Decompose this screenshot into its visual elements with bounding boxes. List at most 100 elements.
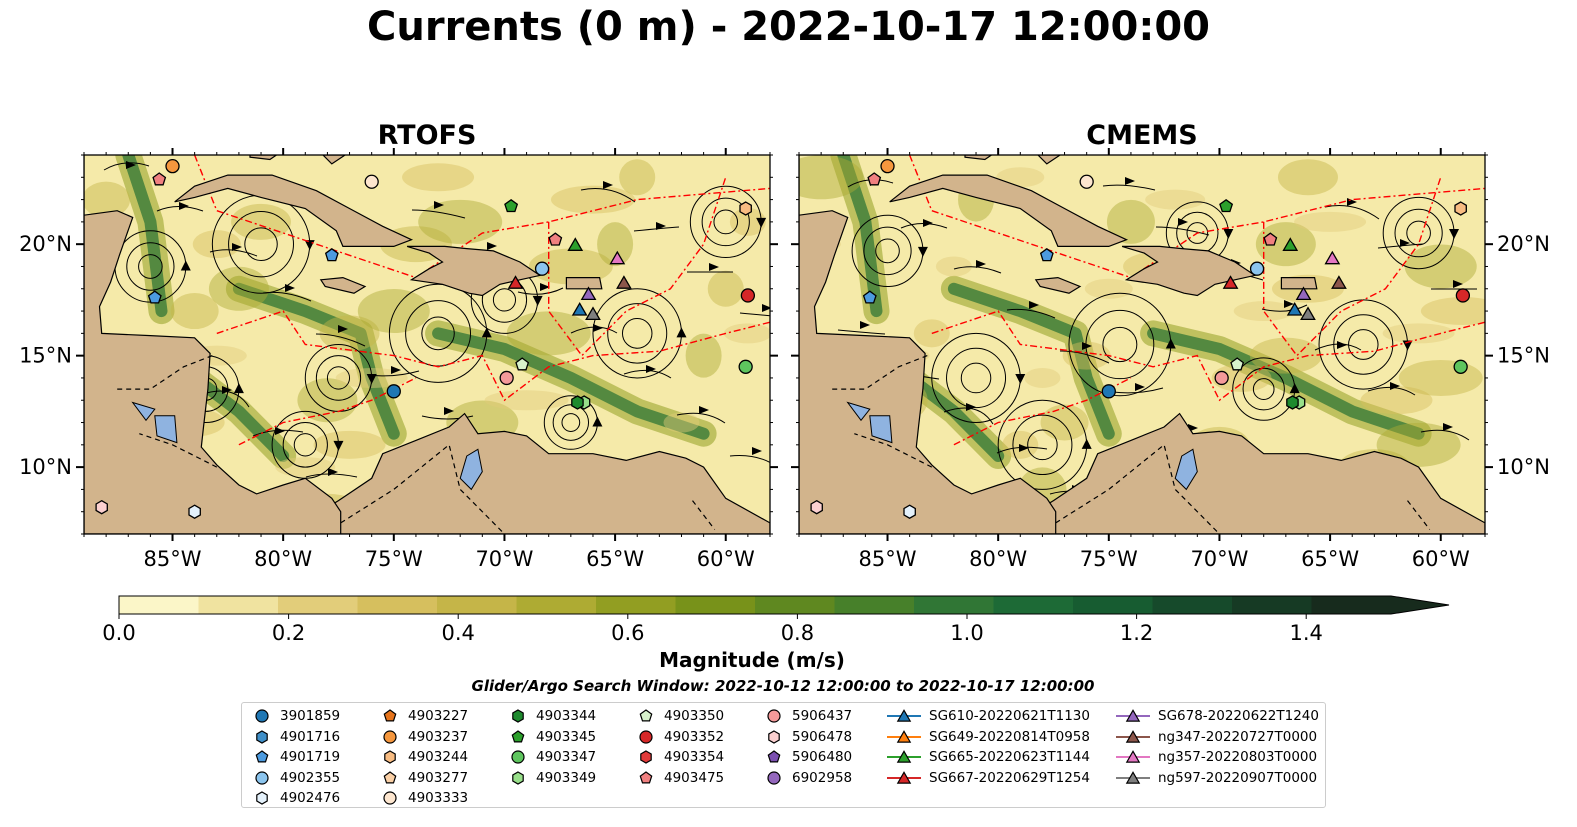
legend-item-label: 4903350 xyxy=(664,708,725,725)
colorbar-segment xyxy=(1073,596,1153,614)
colorbar-segment xyxy=(993,596,1074,614)
legend-column: SG610-20220621T1130 SG649-20220814T0958 SG… xyxy=(887,706,1090,788)
legend-item: 4903354 xyxy=(636,747,724,768)
legend-item: 4903244 xyxy=(380,747,468,768)
hexagon-marker-icon xyxy=(256,791,268,805)
colorbar-tick-label: 0.2 xyxy=(272,621,305,645)
figure-title: Currents (0 m) - 2022-10-17 12:00:00 xyxy=(367,4,1210,50)
colorbar-segment xyxy=(198,596,279,614)
legend-item-label: 4903244 xyxy=(408,749,469,766)
legend-item: 4902476 xyxy=(252,788,340,809)
triangle-marker-icon xyxy=(1116,750,1150,763)
circle-marker-icon xyxy=(767,709,781,723)
legend-item: 4901719 xyxy=(252,747,340,768)
colorbar-segment xyxy=(914,596,994,614)
lon-tick-label: 80°W xyxy=(969,547,1027,571)
legend-item-label: 5906478 xyxy=(792,728,853,745)
colorbar-segment xyxy=(437,596,517,614)
colorbar-segment xyxy=(834,596,915,614)
legend-item-label: 4903349 xyxy=(536,769,597,786)
legend-item: 5906480 xyxy=(764,747,852,768)
legend-item: 4902355 xyxy=(252,768,340,789)
map-marker-SG678-20220622T1240 xyxy=(1295,286,1312,301)
colorbar-segment xyxy=(278,596,358,614)
pentagon-marker-icon xyxy=(767,750,781,763)
legend-item: ng347-20220727T0000 xyxy=(1116,727,1319,748)
lon-tick-label: 80°W xyxy=(254,547,312,571)
map-marker-4903344 xyxy=(1286,395,1299,410)
colorbar-segment xyxy=(1311,596,1392,614)
triangle-marker-icon xyxy=(887,729,921,743)
colorbar-extend-arrow xyxy=(1391,596,1449,614)
legend-item-label: 4901716 xyxy=(280,728,341,745)
lake xyxy=(459,448,483,491)
map-marker-SG667-20220629T1254 xyxy=(507,275,524,289)
map-marker-SG665-20220623T1144 xyxy=(1282,237,1299,251)
hexagon-marker-icon xyxy=(256,730,268,744)
colorbar-segment xyxy=(357,596,438,614)
lake xyxy=(1174,448,1198,491)
lon-tick-label: 65°W xyxy=(1301,547,1359,571)
legend-item: 5906437 xyxy=(764,706,852,727)
circle-marker-icon xyxy=(511,750,525,764)
pentagon-marker-icon xyxy=(383,709,397,722)
map-marker-4901719 xyxy=(1039,247,1054,262)
legend-item: SG678-20220622T1240 xyxy=(1116,706,1319,727)
map-marker-4903237 xyxy=(880,158,895,174)
legend-item-label: 4903227 xyxy=(408,708,469,725)
legend-item: ng597-20220907T0000 xyxy=(1116,768,1319,789)
lat-tick-label: 20°N xyxy=(19,232,72,256)
landmass xyxy=(565,277,603,290)
colorbar-tick-label: 0.6 xyxy=(611,621,644,645)
map-marker-4901719 xyxy=(862,290,877,304)
map-marker-4903475 xyxy=(867,172,882,186)
legend: 3901859 4901716 4901719 4902355 4902476 49032… xyxy=(241,702,1326,808)
legend-item: 4903237 xyxy=(380,727,468,748)
legend-item-label: 4903333 xyxy=(408,790,469,807)
legend-item-label: 5906437 xyxy=(792,708,853,725)
pentagon-marker-icon xyxy=(511,730,525,743)
legend-item-label: ng347-20220727T0000 xyxy=(1158,728,1318,745)
triangle-marker-icon xyxy=(1116,770,1150,784)
circle-marker-icon xyxy=(255,709,269,723)
map-marker-ng357-20220803T0000 xyxy=(1324,250,1341,265)
legend-item: 4903277 xyxy=(380,768,468,789)
legend-item-label: 3901859 xyxy=(280,708,341,725)
panel-title-cmems: CMEMS xyxy=(1086,120,1198,151)
legend-item: 4903333 xyxy=(380,788,468,809)
triangle-marker-icon xyxy=(1116,709,1150,722)
circle-marker-icon xyxy=(383,791,397,805)
colorbar-segment xyxy=(675,596,756,614)
lon-tick-label: 75°W xyxy=(365,547,423,571)
landmass xyxy=(319,276,367,294)
triangle-marker-icon xyxy=(887,770,921,784)
legend-item-label: 6902958 xyxy=(792,769,853,786)
lon-tick-label: 75°W xyxy=(1080,547,1138,571)
colorbar: 0.0 0.2 0.4 0.6 0.8 1.0 1.2 1.4 xyxy=(102,595,1450,645)
map-marker-3901859 xyxy=(1101,384,1116,399)
map-marker-ng347-20220727T0000 xyxy=(616,275,632,289)
legend-item: 4903349 xyxy=(508,768,596,789)
search-window-label: Glider/Argo Search Window: 2022-10-12 12… xyxy=(471,677,1095,695)
panel-title-rtofs: RTOFS xyxy=(377,120,477,151)
map-marker-4903350 xyxy=(515,357,530,371)
legend-item-label: 4903237 xyxy=(408,728,469,745)
map-marker-5906478 xyxy=(95,499,108,515)
triangle-marker-icon xyxy=(1116,729,1150,743)
legend-column: 4903227 4903237 4903244 4903277 4903333 xyxy=(380,706,468,809)
legend-item-label: 4903475 xyxy=(664,769,725,786)
lon-tick-label: 60°W xyxy=(1412,547,1470,571)
legend-item: 4903475 xyxy=(636,768,724,789)
lon-tick-label: 85°W xyxy=(859,547,917,571)
map-marker-4902355 xyxy=(534,261,550,276)
map-marker-4903244 xyxy=(1454,201,1467,216)
pentagon-marker-icon xyxy=(383,771,397,784)
map-marker-4903333 xyxy=(364,174,379,189)
legend-item: SG665-20220623T1144 xyxy=(887,747,1090,768)
circle-marker-icon xyxy=(383,730,397,744)
map-marker-4902355 xyxy=(1249,261,1265,276)
legend-column: 4903344 4903345 4903347 4903349 xyxy=(508,706,596,788)
lon-tick-label: 70°W xyxy=(475,547,533,571)
landmass xyxy=(889,174,1129,247)
lon-tick-label: 85°W xyxy=(144,547,202,571)
